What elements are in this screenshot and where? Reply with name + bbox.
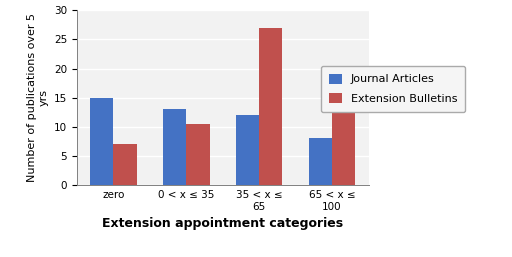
Bar: [186, 124, 209, 185]
Legend: Journal Articles, Extension Bulletins: Journal Articles, Extension Bulletins: [321, 66, 465, 112]
Y-axis label: Number of publications over 5
yrs: Number of publications over 5 yrs: [27, 13, 48, 182]
Bar: [113, 144, 137, 185]
X-axis label: Extension appointment categories: Extension appointment categories: [102, 217, 343, 230]
Bar: [163, 109, 186, 185]
Bar: [259, 28, 283, 185]
Bar: [332, 69, 355, 185]
Bar: [90, 98, 113, 185]
Bar: [236, 115, 259, 185]
Bar: [309, 139, 332, 185]
